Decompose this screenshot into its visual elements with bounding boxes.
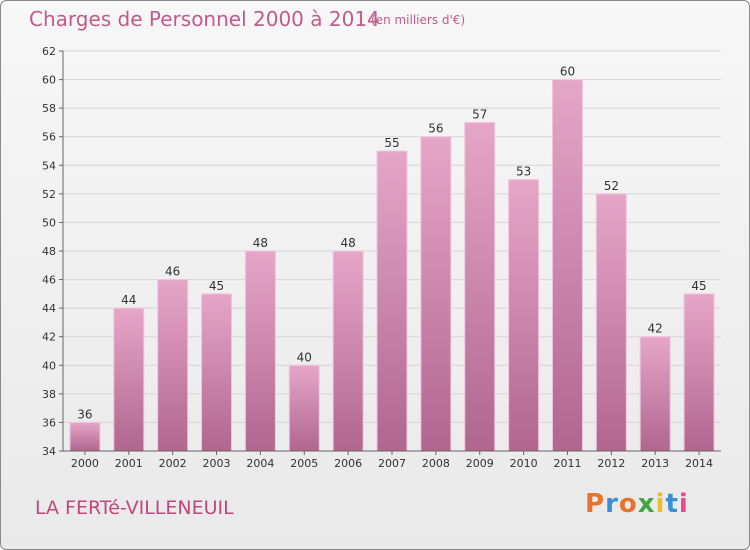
- bar-2006: [332, 250, 364, 452]
- x-tick-label-2014: 2014: [685, 457, 713, 470]
- data-label-2013: 42: [648, 322, 663, 336]
- x-tick-label-2005: 2005: [290, 457, 318, 470]
- bar-2002: [157, 279, 189, 452]
- y-tick-label: 36: [42, 416, 56, 429]
- logo-letter: i: [678, 489, 689, 519]
- y-tick-label: 40: [42, 359, 56, 372]
- data-label-2009: 57: [472, 107, 487, 121]
- y-tick-label: 56: [42, 131, 56, 144]
- bar-2012: [595, 193, 627, 452]
- bar-2007: [376, 150, 408, 452]
- y-tick-label: 60: [42, 74, 56, 87]
- y-tick-label: 54: [42, 159, 56, 172]
- data-label-2012: 52: [604, 179, 619, 193]
- x-tick-label-2004: 2004: [246, 457, 274, 470]
- bar-2004: [244, 250, 276, 452]
- logo-letter: i: [655, 489, 666, 519]
- data-label-2010: 53: [516, 165, 531, 179]
- y-tick-label: 42: [42, 331, 56, 344]
- label-layer: 36 44 46 45 48 40 48 55 56 57 53 60 52 42 45: [77, 65, 706, 422]
- x-tick-label-2006: 2006: [334, 457, 362, 470]
- y-tick-label: 62: [42, 45, 56, 58]
- data-label-2014: 45: [691, 279, 706, 293]
- bar-2000: [69, 421, 101, 452]
- data-label-2002: 46: [165, 265, 180, 279]
- x-tick-label-2003: 2003: [203, 457, 231, 470]
- logo-letter: t: [665, 489, 679, 519]
- y-tick-label: 48: [42, 245, 56, 258]
- proxiti-logo: Proxiti: [585, 489, 689, 519]
- place-name: LA FERTé-VILLENEUIL: [35, 497, 234, 519]
- bar-2005: [288, 364, 320, 452]
- bar-layer: [69, 79, 715, 452]
- data-label-2007: 55: [384, 136, 399, 150]
- y-tick-label: 46: [42, 274, 56, 287]
- bar-2011: [551, 79, 583, 452]
- axis-layer: 34 36 38 40 42 44 46 48 50 52 54 56 58 60 62 2000 2001 20…: [42, 45, 721, 470]
- y-tick-label: 44: [42, 302, 56, 315]
- x-tick-label-2009: 2009: [466, 457, 494, 470]
- x-tick-label-2011: 2011: [553, 457, 581, 470]
- bar-2008: [420, 136, 452, 452]
- x-tick-label-2000: 2000: [71, 457, 99, 470]
- logo-letter: o: [618, 489, 638, 519]
- y-tick-label: 34: [42, 445, 56, 458]
- x-tick-label-2012: 2012: [597, 457, 625, 470]
- chart-subtitle: (en milliers d'€): [371, 13, 466, 27]
- x-tick-label-2008: 2008: [422, 457, 450, 470]
- chart-title: Charges de Personnel 2000 à 2014: [29, 7, 380, 31]
- bar-2010: [508, 179, 540, 452]
- data-label-2006: 48: [340, 236, 355, 250]
- bar-2001: [113, 307, 145, 452]
- logo-letter: x: [637, 489, 656, 519]
- bar-2003: [201, 293, 233, 452]
- y-tick-label: 50: [42, 216, 56, 229]
- y-tick-label: 38: [42, 388, 56, 401]
- x-tick-label-2010: 2010: [510, 457, 538, 470]
- x-tick-label-2013: 2013: [641, 457, 669, 470]
- y-tick-label: 52: [42, 188, 56, 201]
- x-tick-label-2007: 2007: [378, 457, 406, 470]
- x-tick-label-2001: 2001: [115, 457, 143, 470]
- bar-2013: [639, 336, 671, 452]
- logo-letter: P: [585, 489, 606, 519]
- data-label-2004: 48: [253, 236, 268, 250]
- data-label-2011: 60: [560, 65, 575, 79]
- data-label-2000: 36: [77, 407, 92, 421]
- x-tick-label-2002: 2002: [159, 457, 187, 470]
- bar-2014: [683, 293, 715, 452]
- bar-2009: [464, 121, 496, 452]
- data-label-2001: 44: [121, 293, 136, 307]
- data-label-2003: 45: [209, 279, 224, 293]
- data-label-2005: 40: [297, 350, 312, 364]
- logo-letter: r: [605, 489, 619, 519]
- y-tick-label: 58: [42, 102, 56, 115]
- data-label-2008: 56: [428, 122, 443, 136]
